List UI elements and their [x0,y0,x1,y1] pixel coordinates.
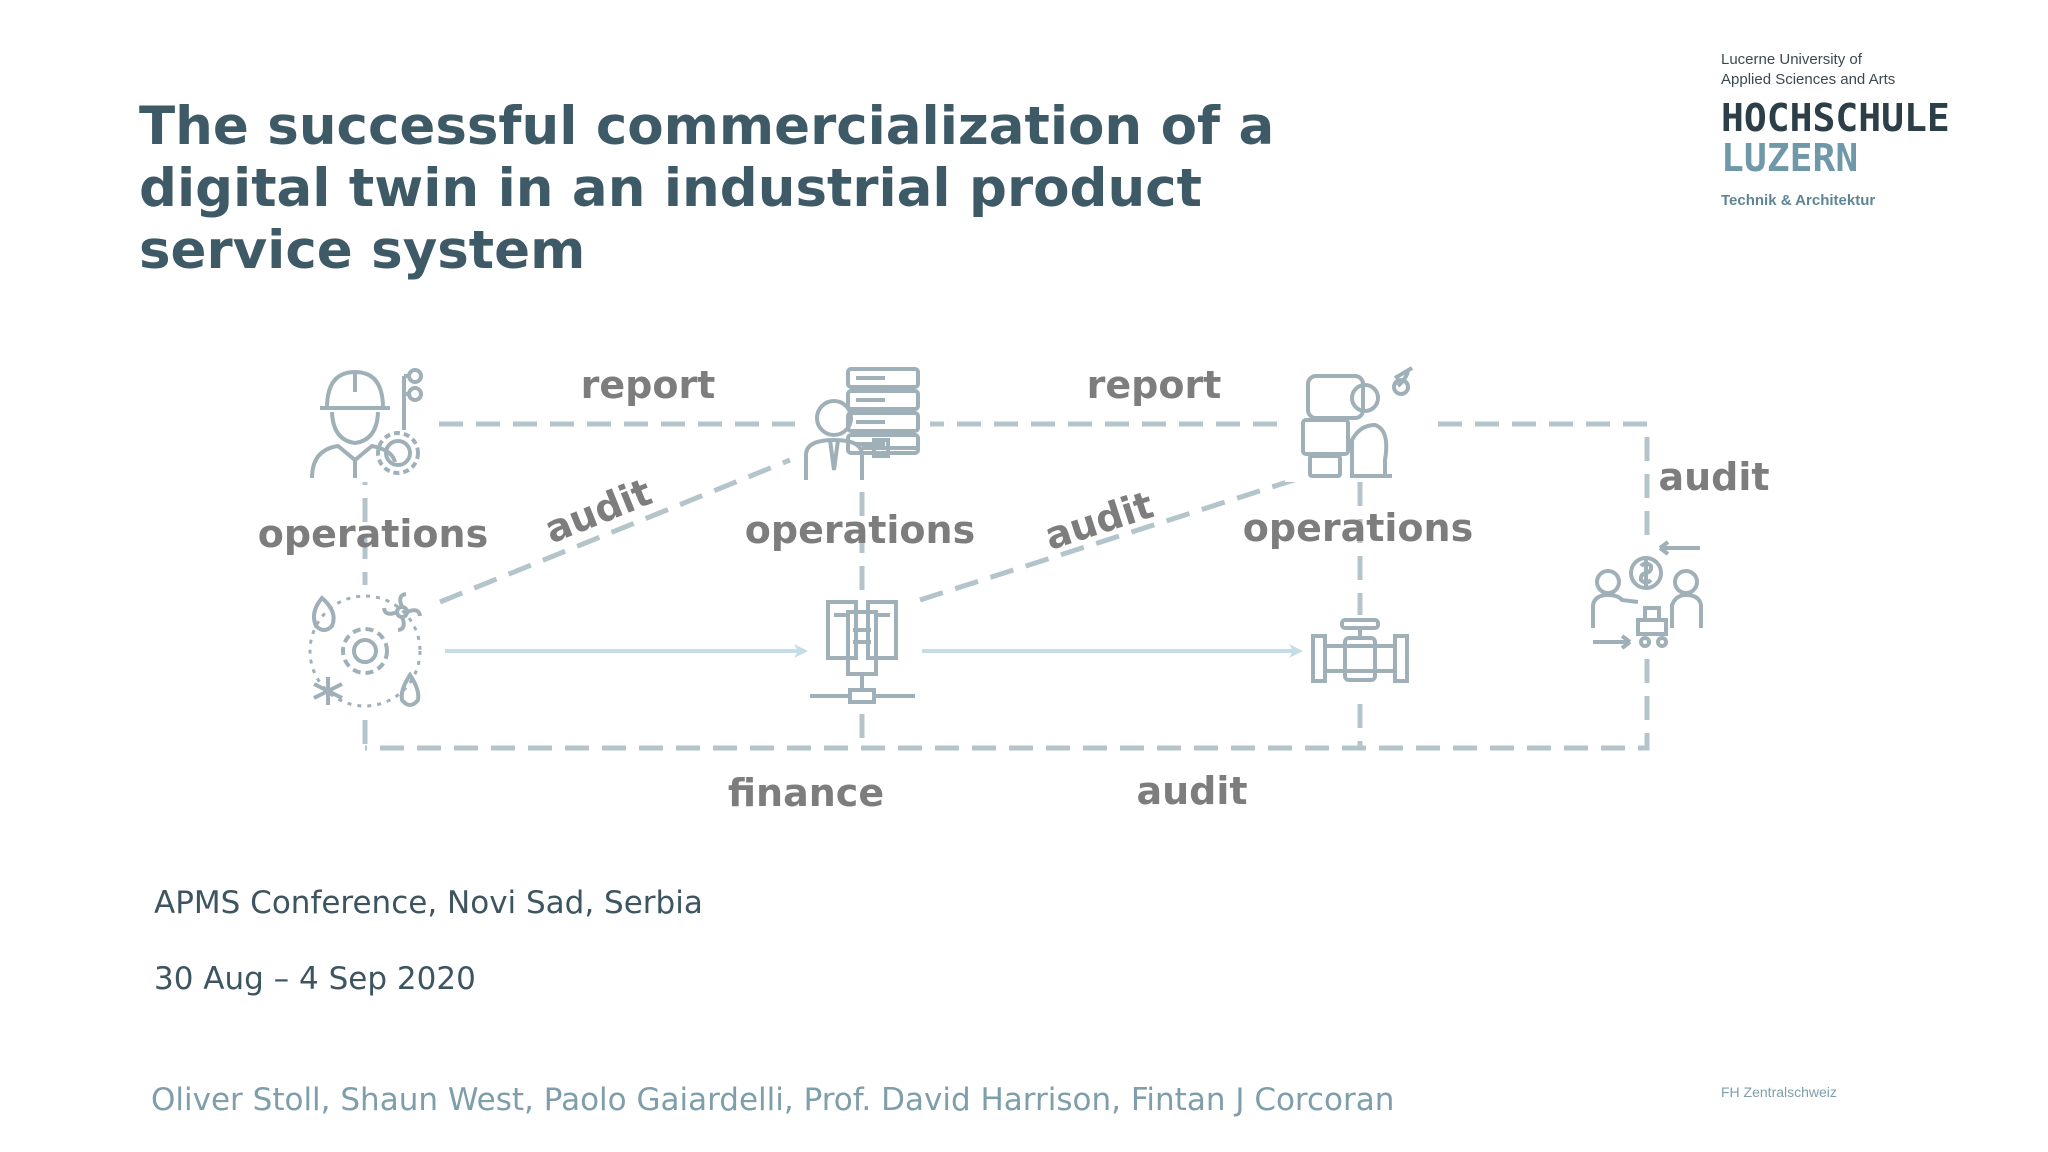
server-person-icon [804,367,920,480]
conference-date: 30 Aug – 4 Sep 2020 [154,961,476,997]
valve-pipe-icon [1311,618,1409,683]
label-audit: audit [1658,455,1769,499]
label-audit: audit [1039,483,1158,559]
conference-name: APMS Conference, Novi Sad, Serbia [154,885,703,921]
label-report: report [1087,363,1222,407]
label-operations: operations [745,508,975,552]
dashed-connectors [362,421,1650,751]
university-name: Lucerne University of Applied Sciences a… [1721,50,2011,90]
title-line: The successful commercialization of a [139,96,1275,157]
logo-hochschule: HOCHSCHULE [1721,96,1950,140]
engineer-icon [310,368,423,479]
logo-department: Technik & Architektur [1721,192,1876,209]
author-list: Oliver Stoll, Shaun West, Paolo Gaiardel… [151,1082,1395,1118]
footer-org: FH Zentralschweiz [1721,1084,1837,1100]
title-line: digital twin in an industrial product [139,158,1202,219]
label-operations: operations [258,512,488,556]
hslu-logo: Lucerne University of Applied Sciences a… [1721,50,2011,209]
university-line: Applied Sciences and Arts [1721,71,1896,88]
label-finance: finance [728,771,884,815]
audit-diagonal-2 [919,475,1301,603]
university-line: Lucerne University of [1721,51,1862,68]
logo-wordmark: HOCHSCHULE LUZERN [1721,98,2011,178]
logo-luzern: LUZERN [1721,136,1859,180]
label-audit: audit [1136,769,1247,813]
trade-exchange-icon [1591,540,1703,650]
technician-computer-icon [1301,366,1414,478]
title-line: service system [139,220,586,281]
label-report: report [581,363,716,407]
document-network-icon [810,600,915,704]
outer-dashed-loop [365,421,1650,751]
audit-diagonal-1 [439,457,791,605]
climate-controls-icon [308,592,422,708]
label-operations: operations [1243,506,1473,550]
slide-title: The successful commercialization of a di… [139,96,1289,282]
